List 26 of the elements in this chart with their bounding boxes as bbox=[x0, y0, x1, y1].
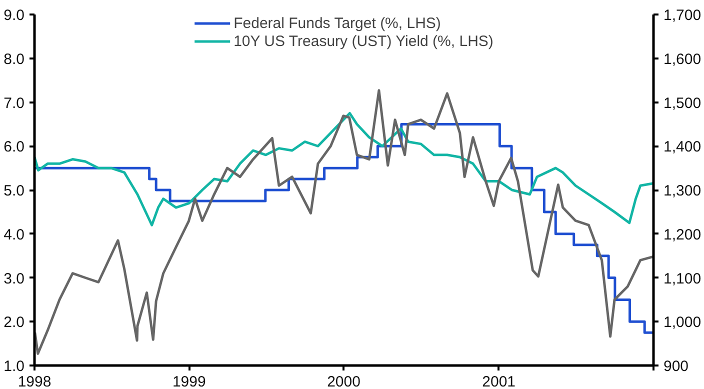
line-series bbox=[34, 112, 654, 226]
y2-tick-label: 1,500 bbox=[664, 94, 702, 112]
y2-tick-label: 1,300 bbox=[664, 182, 702, 200]
y2-tick-label: 1,100 bbox=[664, 270, 702, 288]
line-series bbox=[34, 89, 654, 355]
y2-tick-label: 900 bbox=[664, 358, 689, 375]
y-tick-label: 5.0 bbox=[4, 182, 25, 200]
y-tick-label: 3.0 bbox=[4, 270, 25, 288]
x-tick-label: 1999 bbox=[172, 374, 206, 389]
y2-tick-label: 1,600 bbox=[664, 50, 702, 68]
x-tick-label: 2001 bbox=[482, 374, 516, 389]
y-tick-label: 4.0 bbox=[4, 226, 25, 244]
legend-label: Federal Funds Target (%, LHS) bbox=[234, 14, 441, 32]
y-tick-label: 2.0 bbox=[4, 314, 25, 332]
x-tick-label: 2000 bbox=[327, 374, 360, 389]
x-tick-label: 1998 bbox=[18, 374, 52, 389]
y-tick-label: 9.0 bbox=[4, 7, 25, 24]
y-tick-label: 1.0 bbox=[4, 358, 25, 375]
y2-tick-label: 1,000 bbox=[664, 314, 702, 332]
y-tick-label: 8.0 bbox=[4, 50, 25, 68]
y2-tick-label: 1,700 bbox=[664, 7, 702, 24]
y-tick-label: 7.0 bbox=[4, 94, 25, 112]
y2-tick-label: 1,200 bbox=[664, 226, 702, 244]
y2-tick-label: 1,400 bbox=[664, 138, 702, 156]
y-tick-label: 6.0 bbox=[4, 138, 25, 156]
legend-label: 10Y US Treasury (UST) Yield (%, LHS) bbox=[234, 32, 494, 50]
